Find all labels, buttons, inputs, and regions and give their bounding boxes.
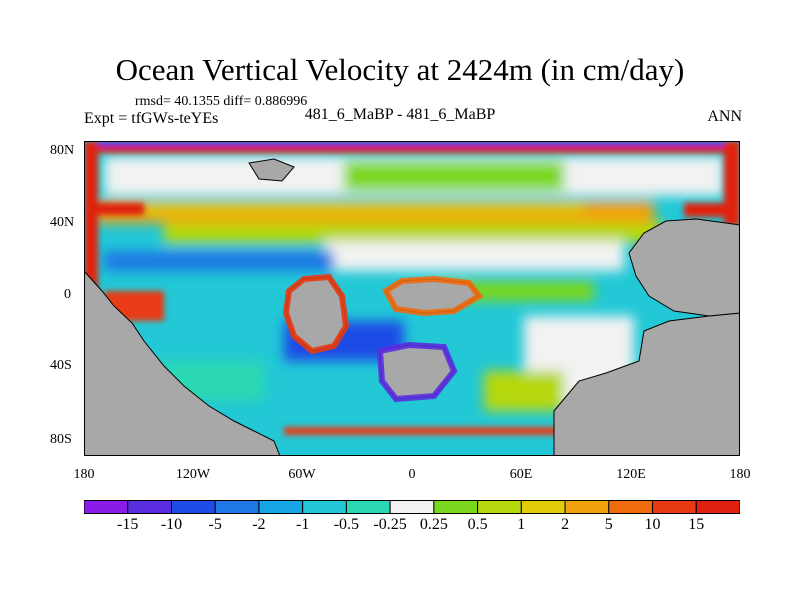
colorbar-swatch bbox=[695, 500, 740, 514]
x-tick-label: 120E bbox=[616, 467, 646, 482]
land-southern-b bbox=[553, 312, 740, 456]
season-label: ANN bbox=[707, 108, 742, 125]
land-north-island bbox=[248, 158, 295, 182]
colorbar bbox=[84, 500, 740, 514]
south-green bbox=[484, 371, 564, 411]
colorbar-swatch bbox=[127, 500, 172, 514]
map-plot bbox=[84, 141, 740, 456]
colorbar-swatch bbox=[652, 500, 697, 514]
colorbar-label: -10 bbox=[160, 516, 183, 533]
colorbar-label: 0.5 bbox=[467, 516, 488, 533]
north-edge-purple bbox=[94, 141, 730, 146]
y-tick-label: 80N bbox=[50, 143, 75, 158]
colorbar-swatch bbox=[477, 500, 522, 514]
colorbar-swatch bbox=[258, 500, 304, 514]
land-rims bbox=[282, 273, 484, 403]
band-yellow bbox=[144, 203, 584, 213]
colorbar-label: 15 bbox=[688, 516, 705, 533]
band-green bbox=[164, 223, 664, 243]
x-tick-label: 60W bbox=[288, 467, 316, 482]
x-tick-label: 180 bbox=[73, 467, 95, 482]
tropic-white bbox=[324, 241, 624, 271]
band-red-west bbox=[84, 203, 144, 215]
colorbar-swatch bbox=[608, 500, 654, 514]
y-tick-label: 80S bbox=[50, 432, 72, 447]
colorbar-swatch bbox=[433, 500, 479, 514]
north-gyre-green bbox=[344, 161, 564, 191]
map-frame bbox=[84, 141, 740, 456]
colorbar-swatch bbox=[84, 500, 129, 514]
rim-africa bbox=[381, 275, 484, 317]
x-tick-label: 60E bbox=[509, 467, 533, 482]
colorbar-label: -15 bbox=[117, 516, 139, 533]
y-tick-label: 40S bbox=[50, 358, 72, 373]
rim-southern-a bbox=[376, 341, 458, 403]
colorbar-swatch bbox=[389, 500, 435, 514]
colorbar-label: 1 bbox=[517, 516, 526, 533]
experiment-label: Expt = tfGWs-teYEs bbox=[84, 110, 219, 127]
plot-title: Ocean Vertical Velocity at 2424m (in cm/… bbox=[115, 52, 685, 87]
colorbar-label: 2 bbox=[561, 516, 570, 533]
stats-text: rmsd= 40.1355 diff= 0.886996 bbox=[135, 94, 308, 109]
colorbar-label: -2 bbox=[252, 516, 266, 533]
south-edge-red bbox=[284, 427, 584, 435]
colorbar-swatch bbox=[345, 500, 391, 514]
colorbar-swatch bbox=[520, 500, 566, 514]
colorbar-label: 0.25 bbox=[419, 516, 448, 533]
band-red-east bbox=[684, 203, 740, 217]
colorbar-label: -5 bbox=[208, 516, 222, 533]
land-west bbox=[84, 270, 281, 456]
colorbar-swatch bbox=[302, 500, 347, 514]
colorbar-swatch bbox=[564, 500, 610, 514]
rim-south-america bbox=[282, 273, 350, 355]
x-tick-label: 0 bbox=[408, 467, 416, 482]
y-tick-label: 40N bbox=[50, 215, 75, 230]
x-tick-label: 180 bbox=[729, 467, 751, 482]
colorbar-label: -0.25 bbox=[373, 516, 407, 533]
colorbar-swatch bbox=[170, 500, 216, 514]
land-masses bbox=[84, 158, 740, 456]
runs-label: 481_6_MaBP - 481_6_MaBP bbox=[304, 106, 496, 123]
tropic-blue bbox=[104, 251, 334, 271]
field-blobs bbox=[94, 156, 724, 411]
colorbar-label: 5 bbox=[604, 516, 613, 533]
colorbar-label: -0.5 bbox=[333, 516, 360, 533]
land-east bbox=[628, 218, 740, 317]
y-tick-label: 0 bbox=[64, 287, 71, 302]
colorbar-label: -1 bbox=[296, 516, 310, 533]
x-tick-label: 120W bbox=[175, 467, 211, 482]
colorbar-swatch bbox=[214, 500, 260, 514]
colorbar-label: 10 bbox=[644, 516, 661, 533]
